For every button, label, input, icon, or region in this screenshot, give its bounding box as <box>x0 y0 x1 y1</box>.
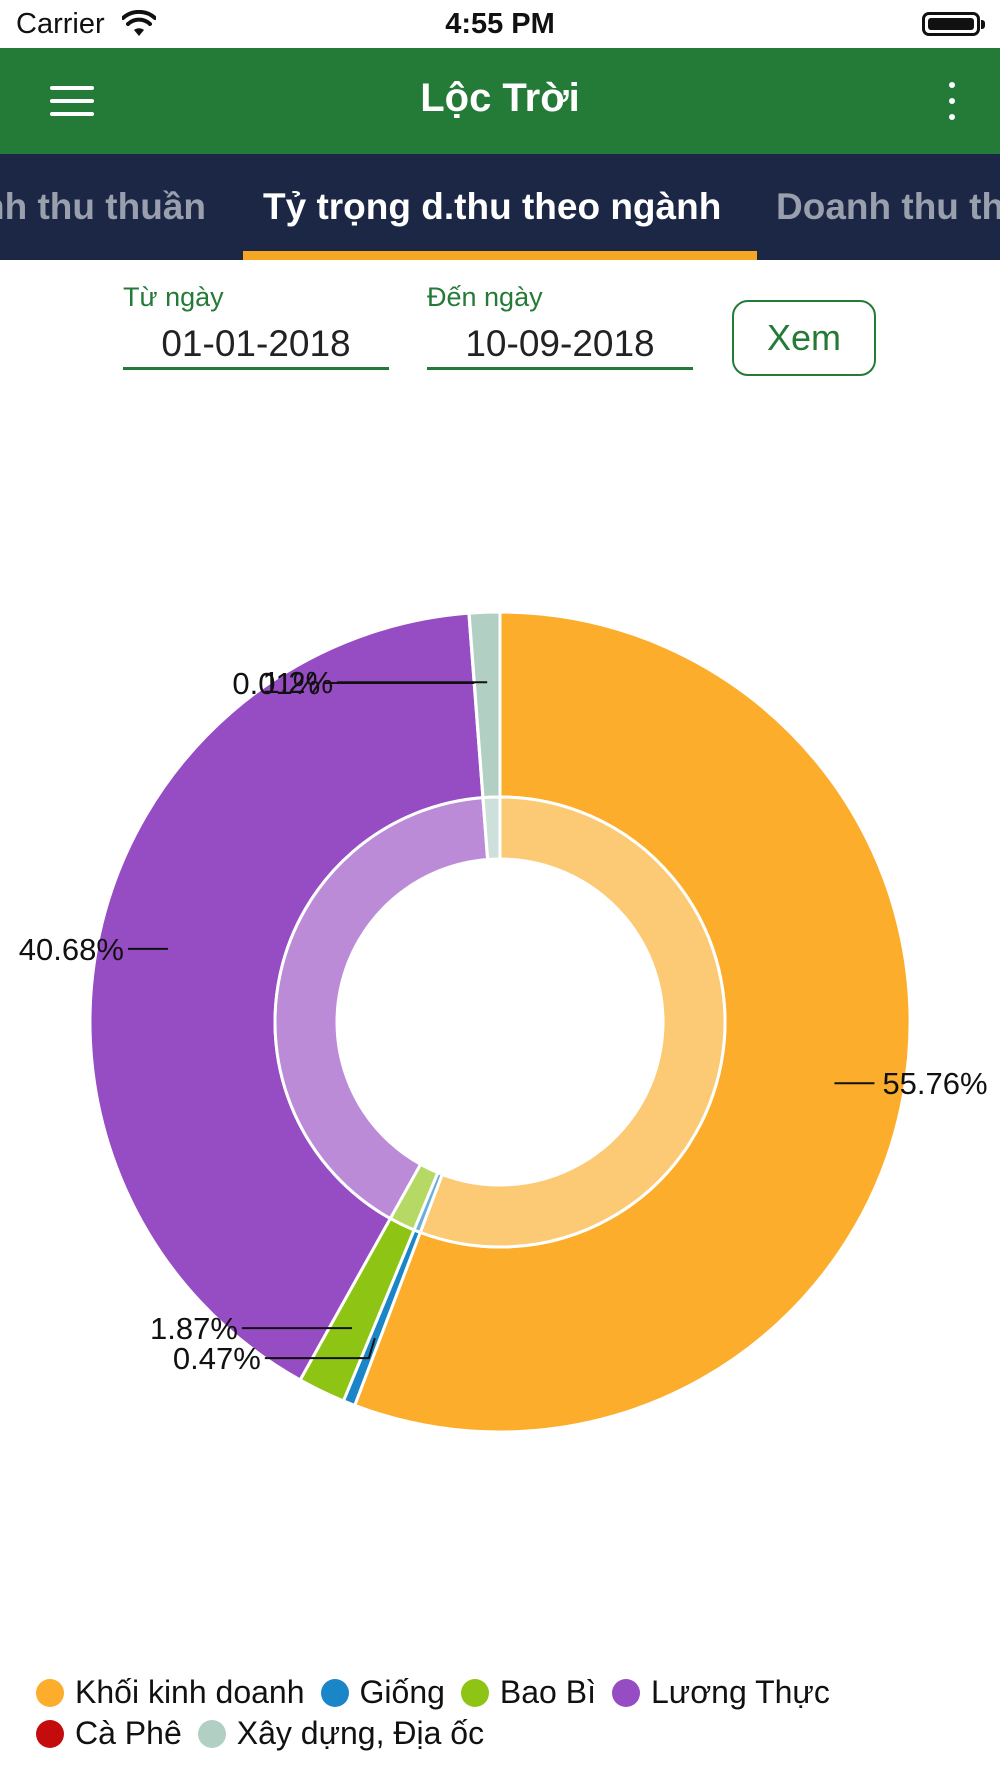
wifi-icon <box>122 10 156 36</box>
to-date-input[interactable] <box>427 321 693 370</box>
donut-slice-4[interactable] <box>467 611 485 800</box>
legend-label: Xây dựng, Địa ốc <box>236 1715 485 1751</box>
tab-bar: nh thu thuần Tỷ trọng d.thu theo ngành D… <box>0 154 1000 260</box>
legend-swatch-icon <box>197 1719 226 1748</box>
donut-inner-slice-1 <box>412 1170 445 1235</box>
to-date-group: Đến ngày <box>427 282 693 370</box>
donut-slice-3[interactable] <box>88 611 485 1383</box>
legend-label: Giống <box>359 1674 445 1710</box>
hamburger-menu-icon[interactable] <box>50 84 96 118</box>
legend-swatch-icon <box>36 1678 64 1707</box>
tab-revenue-share-by-sector[interactable]: Tỷ trọng d.thu theo ngành <box>263 186 722 227</box>
legend-item[interactable]: Giống <box>320 1672 445 1713</box>
tab-revenue-next[interactable]: Doanh thu th <box>776 186 1000 227</box>
slice-percent-label-0: 55.76% <box>882 1066 987 1101</box>
from-date-label: Từ ngày <box>123 282 224 312</box>
chart-legend: Khối kinh doanh Giống Bao Bì Lương Thực Cà P… <box>36 1672 976 1754</box>
slice-percent-label-3: 40.68% <box>19 932 124 967</box>
legend-item[interactable]: Xây dựng, Địa ốc <box>197 1713 485 1754</box>
status-time: 4:55 PM <box>445 8 555 40</box>
donut-inner-slice-3 <box>273 796 490 1221</box>
donut-slice-0[interactable] <box>352 610 912 1434</box>
from-date-input[interactable] <box>123 321 389 370</box>
donut-inner-slice-5 <box>481 795 502 862</box>
legend-item[interactable]: Lương Thực <box>611 1672 830 1713</box>
view-button[interactable]: Xem <box>732 300 876 376</box>
legend-label: Cà Phê <box>75 1715 182 1751</box>
legend-swatch-icon <box>320 1678 349 1707</box>
legend-item[interactable]: Khối kinh doanh <box>36 1672 305 1713</box>
slice-percent-label-2: 1.87% <box>150 1311 238 1346</box>
slice-percent-label-1: 0.47% <box>173 1341 261 1376</box>
from-date-group: Từ ngày <box>123 282 389 370</box>
carrier-label: Carrier <box>16 8 105 40</box>
tab-net-revenue[interactable]: nh thu thuần <box>0 186 206 227</box>
legend-item[interactable]: Bao Bì <box>460 1672 596 1713</box>
donut-slice-2[interactable] <box>298 1216 417 1403</box>
app-bar: Lộc Trời <box>0 48 1000 154</box>
donut-inner-slice-2 <box>388 1162 440 1232</box>
slice-percent-label-5: 1.2% <box>263 665 334 700</box>
legend-label: Lương Thực <box>650 1674 830 1710</box>
legend-label: Khối kinh doanh <box>75 1674 305 1710</box>
app-title: Lộc Trời <box>420 76 580 120</box>
donut-slice-5[interactable] <box>467 610 502 800</box>
legend-swatch-icon <box>460 1678 489 1707</box>
donut-slice-1[interactable] <box>341 1227 423 1408</box>
legend-swatch-icon <box>611 1678 640 1707</box>
slice-percent-label-4: 0.01% <box>232 666 320 701</box>
status-bar: Carrier 4:55 PM <box>0 0 1000 48</box>
battery-icon <box>922 12 985 36</box>
active-tab-indicator <box>243 251 757 260</box>
donut-inner-slice-0 <box>418 795 727 1249</box>
legend-label: Bao Bì <box>499 1674 596 1710</box>
legend-item[interactable]: Cà Phê <box>36 1713 182 1754</box>
slice-leader-line-1 <box>264 1337 376 1360</box>
to-date-label: Đến ngày <box>427 282 543 312</box>
legend-swatch-icon <box>36 1719 64 1748</box>
more-vertical-icon[interactable] <box>942 80 962 122</box>
donut-inner-slice-4 <box>481 796 490 862</box>
